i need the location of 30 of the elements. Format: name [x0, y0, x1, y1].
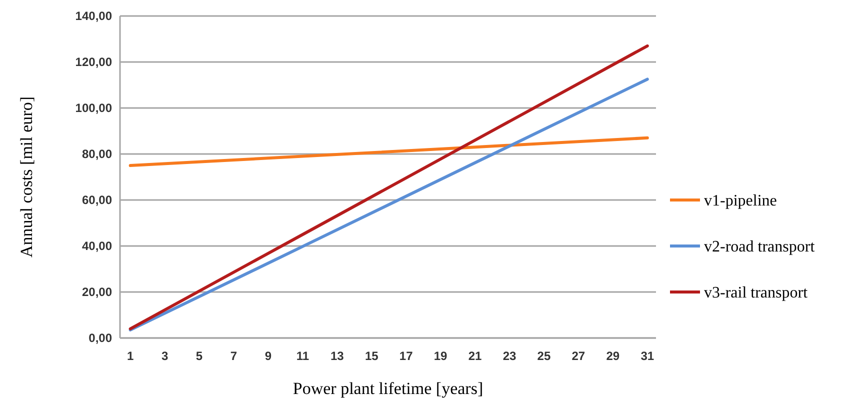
y-tick-label: 100,00	[75, 101, 112, 116]
x-tick-label: 11	[296, 349, 310, 363]
x-tick-label: 13	[330, 349, 344, 363]
legend-label: v2-road transport	[704, 238, 816, 256]
y-tick-label: 60,00	[82, 193, 112, 208]
x-tick-label: 17	[399, 349, 414, 363]
x-tick-label: 3	[161, 349, 168, 363]
legend-label: v3-rail transport	[704, 284, 808, 302]
x-tick-label: 1	[126, 349, 134, 363]
x-tick-label: 21	[468, 349, 482, 363]
x-tick-label: 15	[364, 349, 379, 363]
x-tick-label: 23	[502, 349, 516, 363]
y-tick-label: 0,00	[88, 331, 112, 346]
x-tick-label: 29	[606, 349, 620, 363]
x-tick-label: 27	[572, 349, 586, 363]
x-tick-label: 31	[640, 349, 654, 363]
x-tick-label: 19	[434, 349, 448, 363]
y-tick-label: 40,00	[82, 239, 112, 254]
x-tick-label: 9	[264, 349, 272, 363]
y-tick-label: 80,00	[82, 147, 112, 162]
line-series	[128, 136, 649, 167]
x-axis-title: Power plant lifetime [years]	[292, 379, 484, 398]
x-tick-label: 25	[537, 349, 551, 363]
x-tick-label: 5	[196, 349, 203, 363]
y-axis-title: Annual costs [mil euro]	[17, 96, 36, 258]
y-tick-label: 120,00	[75, 55, 112, 70]
y-tick-label: 140,00	[75, 9, 112, 24]
legend-label: v1-pipeline	[704, 192, 777, 210]
y-tick-label: 20,00	[82, 285, 112, 300]
x-tick-label: 7	[230, 349, 238, 363]
